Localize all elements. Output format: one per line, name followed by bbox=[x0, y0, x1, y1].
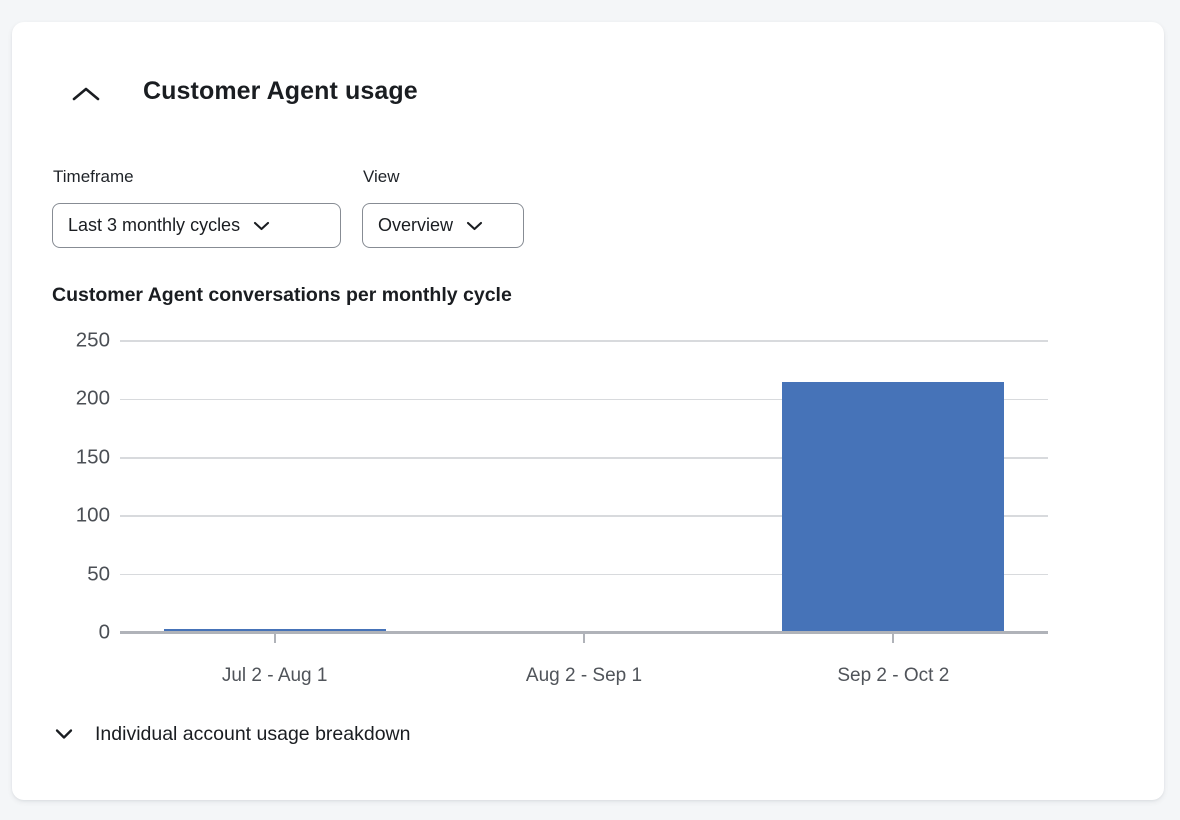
chevron-down-icon bbox=[240, 221, 270, 231]
y-axis-tick-label: 100 bbox=[75, 503, 110, 527]
chart-title: Customer Agent conversations per monthly… bbox=[52, 284, 512, 306]
y-axis-tick-label: 50 bbox=[87, 561, 110, 585]
timeframe-select[interactable]: Last 3 monthly cycles bbox=[52, 203, 341, 248]
x-axis-tick bbox=[892, 633, 895, 643]
y-axis-tick-label: 150 bbox=[75, 445, 110, 469]
y-axis-tick-label: 200 bbox=[75, 386, 110, 410]
gridline bbox=[120, 398, 1048, 401]
bar-jul-2-aug-1 bbox=[163, 629, 386, 631]
customer-agent-usage-card: Customer Agent usage Timeframe Last 3 mo… bbox=[12, 22, 1164, 800]
timeframe-label: Timeframe bbox=[53, 167, 134, 186]
chevron-down-icon bbox=[52, 722, 76, 746]
timeframe-selected-value: Last 3 monthly cycles bbox=[68, 215, 241, 235]
x-axis-tick-label: Jul 2 - Aug 1 bbox=[221, 665, 328, 686]
bar-sep-2-oct-2 bbox=[782, 382, 1005, 631]
gridline bbox=[120, 340, 1048, 342]
x-axis-line bbox=[120, 631, 1048, 634]
gridline bbox=[120, 457, 1048, 459]
view-select[interactable]: Overview bbox=[362, 203, 524, 248]
gridline bbox=[120, 573, 1048, 576]
y-axis-tick-label: 250 bbox=[75, 328, 110, 352]
view-label: View bbox=[363, 167, 400, 186]
x-axis-tick bbox=[273, 633, 276, 643]
plot-area: 0 50 100 150 200 250 Jul 2 - Aug 1 Aug 2 - Sep … bbox=[76, 330, 1048, 686]
view-selected-value: Overview bbox=[378, 215, 454, 235]
page-title: Customer Agent usage bbox=[143, 77, 418, 105]
x-axis-tick-label: Sep 2 - Oct 2 bbox=[837, 665, 950, 686]
breakdown-label: Individual account usage breakdown bbox=[95, 722, 411, 745]
breakdown-toggle[interactable]: Individual account usage breakdown bbox=[52, 722, 410, 746]
x-axis-tick bbox=[583, 633, 585, 643]
chevron-down-icon bbox=[453, 221, 483, 231]
gridline bbox=[120, 515, 1048, 517]
y-axis-tick-label: 0 bbox=[98, 620, 110, 644]
collapse-section-button[interactable] bbox=[64, 72, 108, 116]
chevron-up-icon bbox=[71, 86, 101, 102]
x-axis-tick-label: Aug 2 - Sep 1 bbox=[525, 665, 643, 686]
